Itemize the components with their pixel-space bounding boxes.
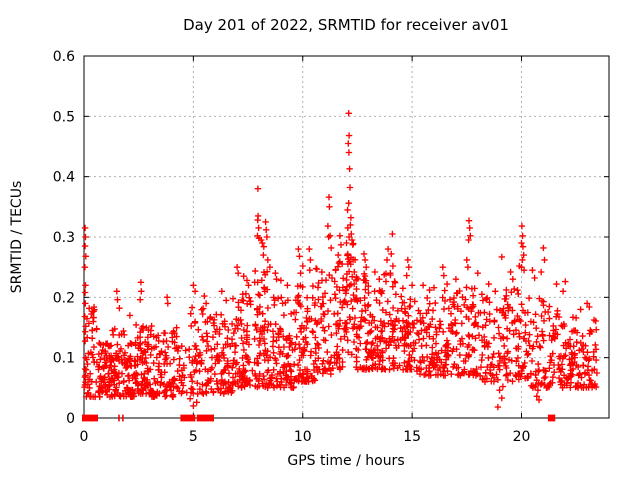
zero-tick-marker <box>118 414 120 422</box>
chart-title: Day 201 of 2022, SRMTID for receiver av0… <box>183 16 509 34</box>
data-points <box>81 110 601 411</box>
y-tick-label: 0.1 <box>53 351 75 367</box>
x-tick-labels: 0 5 10 15 20 <box>80 429 531 445</box>
y-axis-label: SRMTID / TECUs <box>9 181 25 294</box>
y-tick-label: 0.3 <box>53 230 75 246</box>
zero-run-marker <box>82 414 98 422</box>
y-tick-label: 0.5 <box>53 109 75 125</box>
x-tick-label: 15 <box>403 429 421 445</box>
zero-run-marker <box>180 414 196 422</box>
x-tick-label: 20 <box>513 429 531 445</box>
x-tick-label: 10 <box>294 429 312 445</box>
x-tick-label: 0 <box>80 429 89 445</box>
zero-run-marker <box>547 414 556 422</box>
y-tick-label: 0.2 <box>53 290 75 306</box>
zero-value-markers <box>82 414 556 422</box>
x-tick-label: 5 <box>189 429 198 445</box>
y-tick-label: 0.6 <box>53 49 75 65</box>
zero-run-marker <box>196 414 207 422</box>
zero-tick-marker <box>122 414 124 422</box>
y-tick-labels: 0 0.1 0.2 0.3 0.4 0.5 0.6 <box>53 49 75 427</box>
zero-run-marker <box>204 414 214 422</box>
y-tick-label: 0 <box>66 411 75 427</box>
scatter-points <box>81 110 601 411</box>
y-tick-label: 0.4 <box>53 170 75 186</box>
x-axis-label: GPS time / hours <box>287 453 404 469</box>
